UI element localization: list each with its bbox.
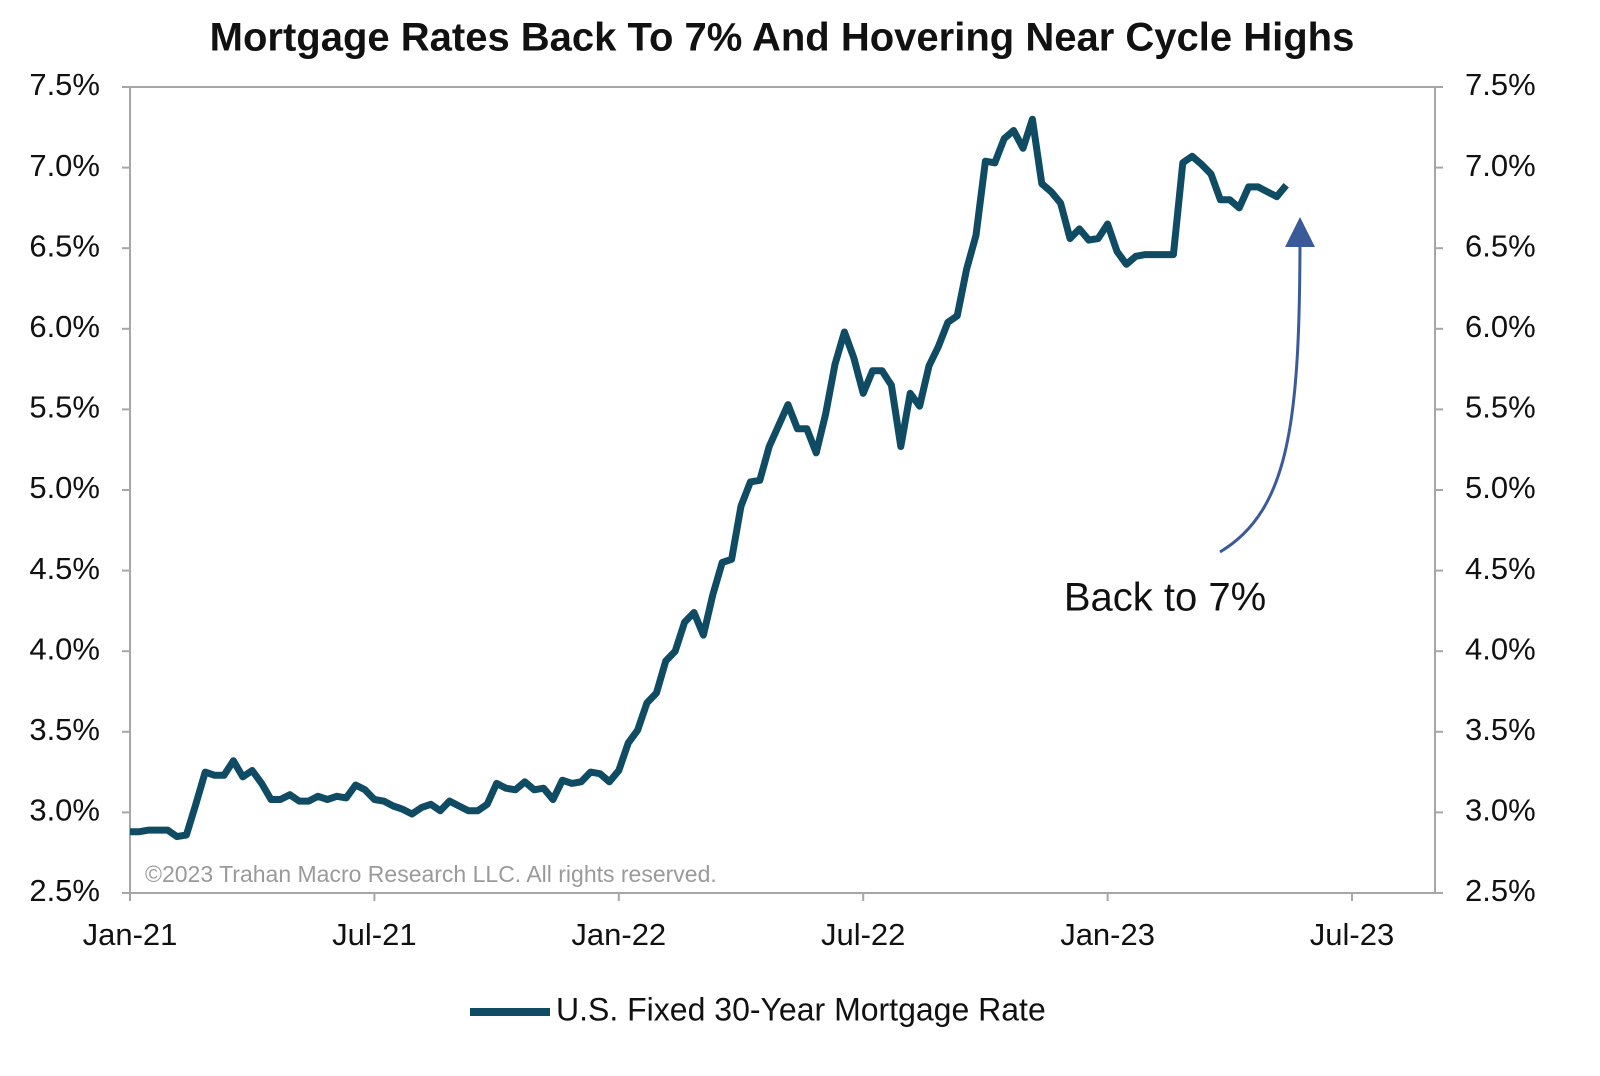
y2-tick-label: 3.0%	[1465, 793, 1536, 828]
y2-tick-label: 5.5%	[1465, 390, 1536, 425]
y2-tick-label: 3.5%	[1465, 712, 1536, 747]
x-tick-label: Jul-22	[821, 917, 905, 952]
annotation: Back to 7%	[1064, 576, 1266, 620]
y-tick-label: 4.0%	[29, 631, 100, 666]
y2-tick-label: 6.5%	[1465, 228, 1536, 263]
x-tick-label: Jan-22	[571, 917, 666, 952]
x-tick-label: Jan-21	[83, 917, 178, 952]
x-tick-label: Jul-21	[332, 917, 416, 952]
y-tick-label: 4.5%	[29, 551, 100, 586]
line	[130, 115, 1289, 841]
y-tick-label: 5.5%	[29, 390, 100, 425]
y-tick-label: 3.5%	[29, 712, 100, 747]
x-tick-label: Jul-23	[1310, 917, 1394, 952]
y2-tick-label: 4.5%	[1465, 551, 1536, 586]
y-tick-label: 3.0%	[29, 793, 100, 828]
x-tick-label: Jan-23	[1060, 917, 1155, 952]
y2-tick-label: 6.0%	[1465, 309, 1536, 344]
y2-tick-label: 2.5%	[1465, 873, 1536, 908]
y2-tick-label: 7.5%	[1465, 67, 1536, 102]
y-tick-label: 6.0%	[29, 309, 100, 344]
y2-tick-label: 7.0%	[1465, 148, 1536, 183]
legend-label: U.S. Fixed 30-Year Mortgage Rate	[556, 991, 1046, 1027]
watermark: ©2023 Trahan Macro Research LLC. All rig…	[145, 861, 717, 887]
annotation-arrow	[1219, 217, 1315, 554]
y2-tick-label: 4.0%	[1465, 631, 1536, 666]
y-tick-label: 6.5%	[29, 228, 100, 263]
y-tick-label: 5.0%	[29, 470, 100, 505]
y-tick-label: 7.0%	[29, 148, 100, 183]
y-tick-label: 2.5%	[29, 873, 100, 908]
y-tick-label: 7.5%	[29, 67, 100, 102]
y2-tick-label: 5.0%	[1465, 470, 1536, 505]
chart-title: Mortgage Rates Back To 7% And Hovering N…	[210, 16, 1355, 60]
